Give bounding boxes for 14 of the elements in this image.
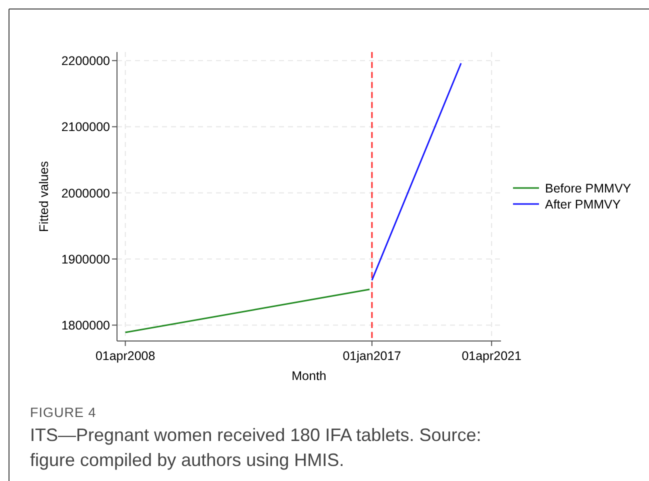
x-axis-title: Month: [292, 369, 326, 383]
x-tick-label: 01jan2017: [342, 349, 402, 363]
caption: FIGURE 4: [30, 405, 96, 420]
y-tick-label: 1800000: [61, 318, 110, 333]
text: ITS—Pregnant women received 180 IFA tablets. Source: figure compiled by authors using HMIS.: [30, 425, 482, 470]
y-tick-label: 1900000: [61, 252, 110, 266]
y-axis-title: Fitted values: [37, 161, 51, 232]
x-tick-label: 01apr2021: [462, 349, 522, 363]
y-tick-label: 2100000: [61, 120, 110, 134]
y-tick-label: 2000000: [61, 186, 110, 200]
legend-label: Before PMMVY: [545, 182, 632, 196]
x-tick-label: 01apr2008: [95, 349, 156, 363]
legend-label: After PMMVY: [545, 198, 622, 212]
y-tick-label: 2200000: [61, 54, 110, 68]
